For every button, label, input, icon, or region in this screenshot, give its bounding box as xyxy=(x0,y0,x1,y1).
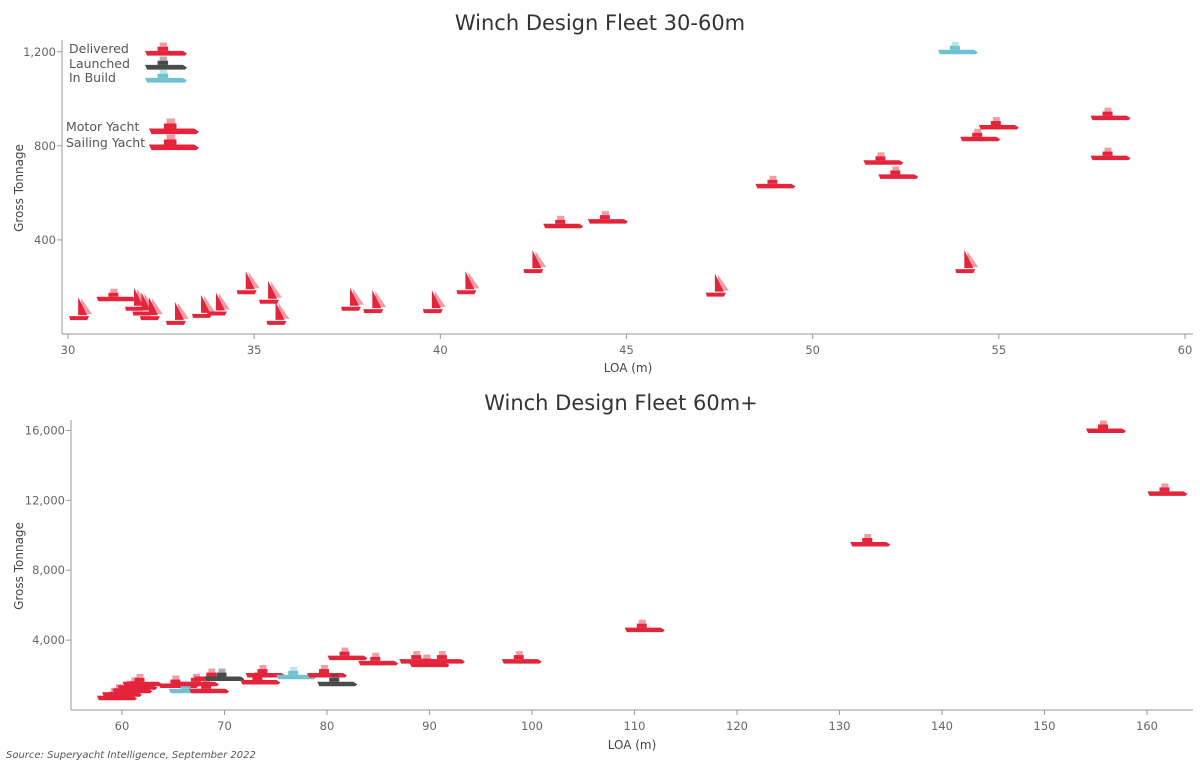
x-tick-label: 90 xyxy=(422,719,437,733)
x-tick-label: 40 xyxy=(433,343,448,357)
x-tick-label: 60 xyxy=(1178,343,1193,357)
x-tick-label: 160 xyxy=(1136,719,1158,733)
x-tick-label: 100 xyxy=(521,719,543,733)
motor-yacht-point xyxy=(1086,420,1126,433)
x-axis-label: LOA (m) xyxy=(604,361,653,375)
motor-yacht-point xyxy=(863,152,904,165)
y-tick-label: 8,000 xyxy=(32,563,65,577)
legend-motor-yacht-icon xyxy=(149,118,199,135)
motor-yacht-point xyxy=(245,665,286,678)
motor-yacht-point xyxy=(587,211,628,224)
motor-yacht-point xyxy=(624,619,665,633)
legend: Delivered Launched In Build Motor Yacht … xyxy=(66,41,199,151)
sailing-yacht-point xyxy=(955,250,979,274)
motor-yacht-point xyxy=(543,215,584,229)
sailing-yacht-point xyxy=(236,271,260,295)
y-tick-label: 400 xyxy=(34,233,56,247)
chart-title: Winch Design Fleet 60m+ xyxy=(484,391,758,415)
sailing-yacht-point xyxy=(192,294,216,318)
x-tick-label: 55 xyxy=(992,343,1007,357)
sailing-yacht-point xyxy=(340,287,364,311)
motor-yacht-point xyxy=(317,673,358,687)
x-tick-label: 30 xyxy=(61,343,76,357)
legend-label-sailing-yacht: Sailing Yacht xyxy=(66,135,145,150)
sailing-yacht-point xyxy=(363,290,387,314)
y-tick-label: 12,000 xyxy=(25,493,65,507)
motor-yacht-point xyxy=(960,128,1001,142)
sailing-yacht-point xyxy=(422,290,446,314)
chart-30-60m: Winch Design Fleet 30-60m LOA (m) Gross … xyxy=(12,11,1193,375)
y-tick-label: 4,000 xyxy=(32,633,65,647)
x-tick-label: 140 xyxy=(931,719,953,733)
motor-yacht-point xyxy=(501,651,542,664)
sailing-yacht-point xyxy=(165,301,189,325)
y-axis-label: Gross Tonnage xyxy=(12,522,26,610)
sailing-yacht-point xyxy=(259,280,283,304)
source-note: Source: Superyacht Intelligence, Septemb… xyxy=(6,750,256,761)
motor-yacht-point xyxy=(189,680,230,694)
x-tick-label: 150 xyxy=(1034,719,1056,733)
legend-label-delivered: Delivered xyxy=(69,41,129,56)
x-tick-label: 45 xyxy=(619,343,634,357)
legend-label-in-build: In Build xyxy=(69,70,116,85)
motor-yacht-point xyxy=(1147,483,1188,496)
sailing-yacht-point xyxy=(206,292,230,316)
x-tick-label: 35 xyxy=(247,343,262,357)
motor-yacht-point xyxy=(96,288,137,302)
motor-yacht-point xyxy=(307,665,347,678)
sailing-yacht-point xyxy=(139,297,163,321)
motor-yacht-point xyxy=(276,666,317,680)
motor-yacht-point xyxy=(978,117,1019,130)
motor-yacht-point xyxy=(878,166,919,179)
y-tick-label: 800 xyxy=(34,139,56,153)
motor-yacht-point xyxy=(1090,107,1131,121)
x-tick-label: 70 xyxy=(217,719,232,733)
x-tick-label: 120 xyxy=(726,719,748,733)
legend-label-motor-yacht: Motor Yacht xyxy=(66,119,139,134)
motor-yacht-point xyxy=(327,647,368,661)
legend-sailing-yacht-icon xyxy=(149,134,199,151)
legend-label-launched: Launched xyxy=(69,56,130,71)
x-tick-label: 130 xyxy=(829,719,851,733)
motor-yacht-point xyxy=(122,673,163,687)
sailing-yacht-point xyxy=(456,271,480,295)
chart-60m-plus: Winch Design Fleet 60m+ LOA (m) Gross To… xyxy=(12,391,1193,752)
legend-delivered-icon xyxy=(145,42,187,56)
motor-yacht-point xyxy=(358,652,399,666)
sailing-yacht-point xyxy=(523,250,547,274)
y-axis-label: Gross Tonnage xyxy=(12,144,26,232)
y-tick-label: 16,000 xyxy=(25,423,65,437)
sailing-yacht-point xyxy=(69,297,93,321)
motor-yacht-point xyxy=(424,651,465,664)
legend-launched-icon xyxy=(145,56,187,70)
motor-yacht-point xyxy=(204,668,245,682)
x-tick-label: 60 xyxy=(115,719,130,733)
motor-yacht-point xyxy=(755,175,796,189)
sailing-yacht-point xyxy=(705,273,729,297)
motor-yacht-point xyxy=(850,534,891,547)
motor-yacht-point xyxy=(937,41,978,55)
y-tick-label: 1,200 xyxy=(23,45,56,59)
chart-title: Winch Design Fleet 30-60m xyxy=(455,11,745,35)
x-tick-label: 50 xyxy=(805,343,820,357)
x-axis-label: LOA (m) xyxy=(608,738,657,752)
sailing-yacht-point xyxy=(266,301,290,325)
motor-yacht-point xyxy=(1090,147,1131,161)
x-tick-label: 80 xyxy=(320,719,335,733)
x-tick-label: 110 xyxy=(624,719,646,733)
legend-in-build-icon xyxy=(145,69,187,83)
